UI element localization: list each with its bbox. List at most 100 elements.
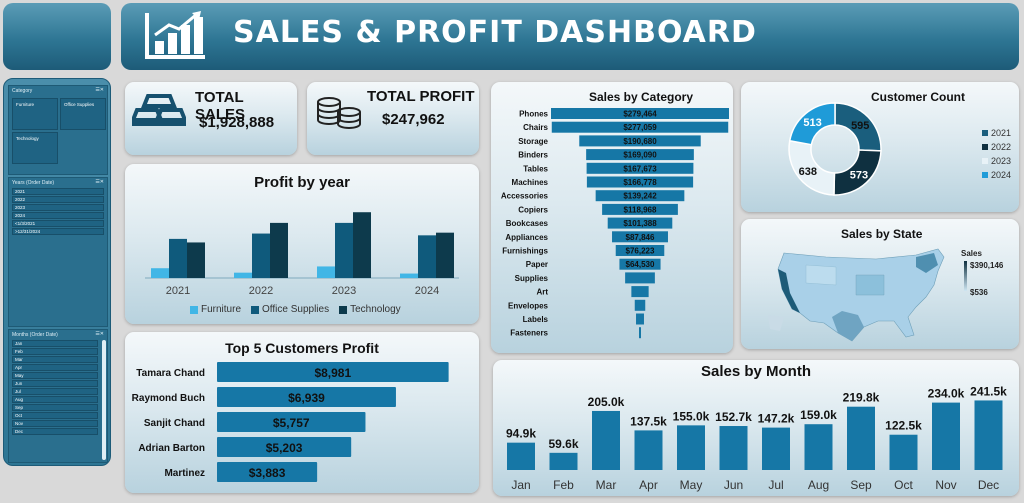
month-value-label: 219.8k [843, 391, 880, 405]
slicer-item-month[interactable]: Dec [12, 428, 98, 435]
month-tick-label: Jul [768, 478, 783, 492]
slicer-item-month[interactable]: Feb [12, 348, 98, 355]
clear-filter-icon[interactable]: ☰✕ [95, 87, 104, 93]
clear-filter-icon[interactable]: ☰✕ [95, 179, 104, 185]
legend-label-2024: 2024 [991, 170, 1012, 180]
coins-icon [317, 97, 361, 129]
slicer-item-year[interactable]: 2024 [12, 212, 104, 219]
total-profit-card: TOTAL PROFIT $247,962 [307, 82, 479, 155]
customer-name-label: Adrian Barton [138, 443, 205, 454]
month-value-label: 155.0k [673, 409, 710, 423]
category-label: Paper [526, 260, 548, 269]
slicer-item-month[interactable]: Nov [12, 420, 98, 427]
month-bar [634, 430, 663, 470]
donut-value-label: 595 [851, 120, 869, 132]
category-slicer-header: Category ☰✕ [9, 86, 107, 95]
customer-name-label: Raymond Buch [132, 393, 205, 404]
customer-name-label: Martinez [164, 468, 205, 479]
legend-swatch-furniture [190, 305, 198, 314]
slicer-item-month[interactable]: Jan [12, 340, 98, 347]
sales-by-category-card: Sales by Category Phones $279,464 Chairs $2… [491, 82, 733, 353]
slicer-item-month[interactable]: Sep [12, 404, 98, 411]
legend-swatch-2022 [982, 144, 988, 150]
profit-by-year-title: Profit by year [254, 174, 350, 191]
category-bar [586, 176, 694, 188]
bar-technology-2024 [436, 232, 454, 278]
bar-office-supplies-2023 [335, 222, 353, 278]
legend-swatch-office-supplies [251, 305, 260, 314]
total-sales-label: TOTAL SALES [195, 89, 246, 123]
category-bar [639, 327, 641, 339]
sales-by-category-chart: Phones $279,464 Chairs $277,059 Storage $190,… [501, 108, 729, 339]
bar-chart-logo-icon [145, 11, 205, 59]
slicer-item-technology[interactable]: Technology [12, 132, 58, 164]
bar-furniture-2021 [151, 268, 169, 278]
profit-by-year-legend: Furniture Office Supplies Technology [190, 304, 401, 315]
category-bar [586, 162, 694, 174]
legend-label-2023: 2023 [991, 156, 1012, 166]
customer-count-card: Customer Count 595 573 638 513 2021 2022 20… [741, 82, 1019, 212]
slicer-scrollbar[interactable] [102, 340, 106, 460]
bar-office-supplies-2021 [169, 238, 187, 278]
month-value-label: 159.0k [800, 408, 837, 422]
slicer-item-year[interactable]: <1/3/2021 [12, 220, 104, 227]
month-bar [677, 425, 705, 470]
slicer-item-furniture[interactable]: Furniture [12, 98, 58, 130]
customer-count-title: Customer Count [871, 90, 965, 104]
month-bar [889, 434, 918, 470]
month-value-label: 59.6k [548, 437, 578, 451]
map-legend-title: Sales [961, 249, 982, 258]
customer-profit-label: $5,757 [273, 416, 310, 430]
months-slicer-header: Months (Order Date) ☰✕ [9, 330, 107, 339]
map-legend-gradient [964, 261, 967, 291]
slicer-item-month[interactable]: Jul [12, 388, 98, 395]
legend-label-2022: 2022 [991, 142, 1012, 152]
map-legend-min: $536 [970, 288, 988, 297]
logo-panel [3, 3, 111, 70]
slicer-item-year[interactable]: >12/31/2024 [12, 228, 104, 235]
category-bar [612, 231, 668, 243]
top-customers-card: Top 5 Customers Profit Tamara Chand $8,98… [125, 332, 479, 493]
slicer-item-office-supplies[interactable]: Office Supplies [60, 98, 106, 130]
slicer-item-year[interactable]: 2021 [12, 188, 104, 195]
slicer-item-month[interactable]: May [12, 372, 98, 379]
slicer-item-month[interactable]: Mar [12, 356, 98, 363]
category-label: Labels [523, 315, 549, 324]
category-value-label: $87,846 [626, 233, 655, 242]
customer-count-chart: 595 573 638 513 [788, 102, 882, 196]
category-label: Binders [518, 151, 548, 160]
months-list: Jan Feb Mar Apr May Jun Jul Aug Sep Oct Nov Dec [9, 340, 101, 435]
customer-profit-bar [217, 437, 352, 457]
x-tick-label: 2021 [166, 285, 190, 297]
total-sales-value: $1,928,888 [199, 114, 275, 131]
bar-technology-2023 [353, 212, 371, 278]
month-tick-label: May [680, 478, 703, 492]
slicer-item-month[interactable]: Apr [12, 364, 98, 371]
category-bar [586, 149, 694, 161]
slicer-item-month[interactable]: Oct [12, 412, 98, 419]
category-bar [607, 217, 673, 229]
slicer-item-year[interactable]: 2023 [12, 204, 104, 211]
sales-by-month-title: Sales by Month [700, 363, 812, 380]
legend-swatch-2023 [982, 158, 988, 164]
category-label: Supplies [515, 274, 549, 283]
slicer-item-year[interactable]: 2022 [12, 196, 104, 203]
month-value-label: 152.7k [715, 410, 752, 424]
category-label: Tables [523, 164, 548, 173]
category-value-label: $277,059 [623, 123, 657, 132]
month-tick-label: Jan [511, 478, 530, 492]
years-slicer-header: Years (Order Date) ☰✕ [9, 178, 107, 187]
months-slicer: Months (Order Date) ☰✕ Jan Feb Mar Apr May Ju… [8, 329, 108, 463]
slicer-item-month[interactable]: Jun [12, 380, 98, 387]
clear-filter-icon[interactable]: ☰✕ [95, 331, 104, 337]
category-label: Copiers [518, 205, 548, 214]
month-bar [932, 402, 960, 470]
slicer-item-month[interactable]: Aug [12, 396, 98, 403]
legend-label-office-supplies: Office Supplies [262, 304, 330, 315]
month-value-label: 94.9k [506, 427, 536, 441]
category-bar [551, 108, 729, 119]
month-bar [762, 427, 790, 470]
category-label: Fasteners [510, 329, 548, 338]
legend-item-2024: 2024 [982, 168, 1011, 182]
legend-item-2021: 2021 [982, 126, 1011, 140]
